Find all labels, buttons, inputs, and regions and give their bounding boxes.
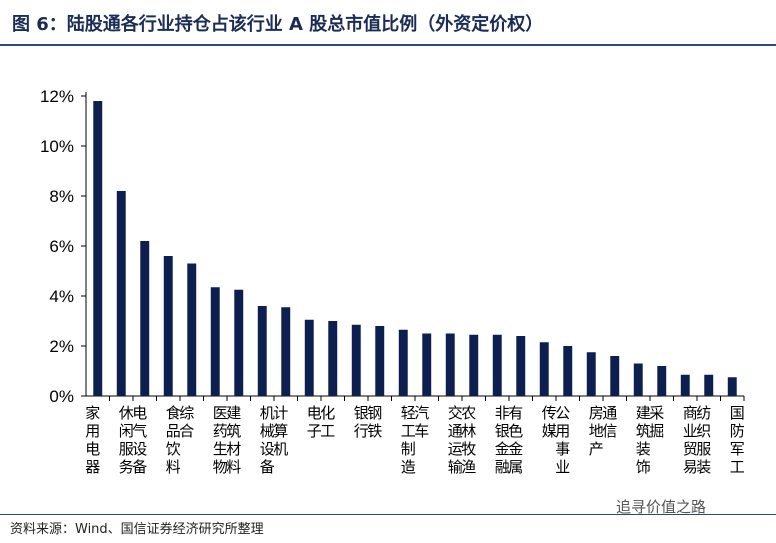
- bar: [445, 333, 455, 396]
- x-tick-label: 汽车: [414, 404, 429, 440]
- bar: [140, 241, 150, 396]
- bar: [375, 326, 385, 396]
- bar: [93, 101, 103, 396]
- y-tick-label: 0%: [49, 387, 74, 406]
- bar: [422, 333, 432, 396]
- x-tick-label: 有色金属: [508, 404, 523, 476]
- y-tick-label: 6%: [49, 237, 74, 256]
- bar: [281, 307, 291, 396]
- footer-divider: [0, 514, 776, 515]
- x-tick-label: 综合: [179, 404, 194, 440]
- bar: [234, 289, 244, 396]
- bar: [187, 263, 197, 396]
- x-tick-label: 农林牧渔: [461, 404, 476, 476]
- y-tick-label: 10%: [40, 137, 74, 156]
- x-tick-label: 电气设备: [132, 404, 147, 476]
- bar: [633, 363, 643, 396]
- y-tick-label: 8%: [49, 187, 74, 206]
- watermark-text: 追寻价值之路: [616, 498, 707, 516]
- x-tick-label: 建筑材料: [226, 404, 241, 476]
- x-tick-label: 非银金融: [495, 404, 510, 476]
- figure-title: 图 6：陆股通各行业持仓占该行业 A 股总市值比例（外资定价权）: [12, 14, 544, 35]
- x-tick-label: 纺织服装: [696, 404, 711, 476]
- x-tick-label: 建筑装饰: [636, 404, 651, 476]
- x-tick-label: 通信: [602, 404, 617, 440]
- x-tick-label: 采掘: [649, 404, 664, 440]
- bar: [586, 352, 596, 396]
- x-tick-label: 食品饮料: [166, 404, 181, 476]
- x-tick-label: 家用电器: [85, 404, 100, 476]
- bar: [257, 306, 267, 396]
- bar: [610, 356, 620, 396]
- bar: [516, 336, 526, 396]
- bar: [351, 324, 361, 396]
- bar: [398, 329, 408, 396]
- bar: [163, 256, 173, 396]
- bar: [539, 342, 549, 396]
- x-tick-label: 房地产: [589, 404, 604, 458]
- bar: [727, 377, 737, 396]
- bar: [210, 287, 220, 396]
- y-tick-label: 4%: [49, 287, 74, 306]
- x-tick-label: 电子: [307, 404, 322, 440]
- bar: [563, 346, 573, 396]
- source-note: 资料来源：Wind、国信证券经济研究所整理: [10, 522, 264, 537]
- y-tick-label: 12%: [40, 87, 74, 106]
- x-tick-label: 化工: [320, 404, 335, 440]
- bar: [469, 334, 479, 396]
- x-tick-label: 轻工制造: [401, 404, 416, 476]
- bar: [492, 334, 502, 396]
- x-tick-label: 交通运输: [448, 404, 463, 476]
- bar-chart: 0%2%4%6%8%10%12%家用电器休闲服务电气设备食品饮料综合医药生物建筑…: [40, 87, 745, 476]
- figure-title-bar: 图 6：陆股通各行业持仓占该行业 A 股总市值比例（外资定价权）: [0, 0, 776, 46]
- x-tick-label: 公用事业: [555, 404, 570, 476]
- x-tick-label: 商业贸易: [683, 404, 698, 476]
- x-tick-label: 钢铁: [367, 404, 382, 440]
- bar: [704, 374, 714, 396]
- x-tick-label: 计算机: [273, 404, 288, 458]
- x-tick-label: 机械设备: [260, 404, 275, 476]
- y-tick-label: 2%: [49, 337, 74, 356]
- bar: [328, 321, 338, 396]
- bar: [657, 366, 667, 396]
- x-tick-label: 休闲服务: [119, 404, 134, 476]
- bar: [304, 319, 314, 396]
- bar: [116, 191, 126, 396]
- bar: [680, 374, 690, 396]
- x-tick-label: 银行: [354, 404, 369, 440]
- x-tick-label: 国防军工: [730, 404, 745, 476]
- x-tick-label: 传媒: [542, 404, 557, 440]
- x-tick-label: 医药生物: [213, 404, 228, 476]
